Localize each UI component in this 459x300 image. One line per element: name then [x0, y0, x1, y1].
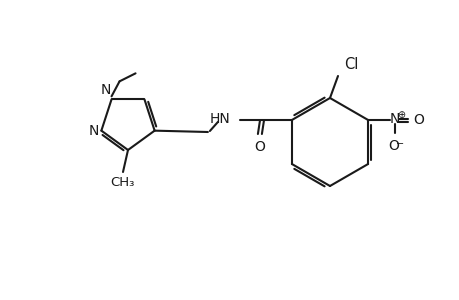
Text: −: −	[395, 139, 403, 149]
Text: HN: HN	[209, 112, 230, 126]
Text: O: O	[388, 139, 399, 153]
Text: N: N	[89, 124, 99, 138]
Text: Cl: Cl	[343, 57, 358, 72]
Text: CH₃: CH₃	[110, 176, 134, 189]
Text: ⊕: ⊕	[396, 110, 404, 120]
Text: N: N	[100, 83, 110, 97]
Text: O: O	[254, 140, 265, 154]
Text: N: N	[389, 112, 399, 126]
Text: O: O	[412, 113, 423, 127]
